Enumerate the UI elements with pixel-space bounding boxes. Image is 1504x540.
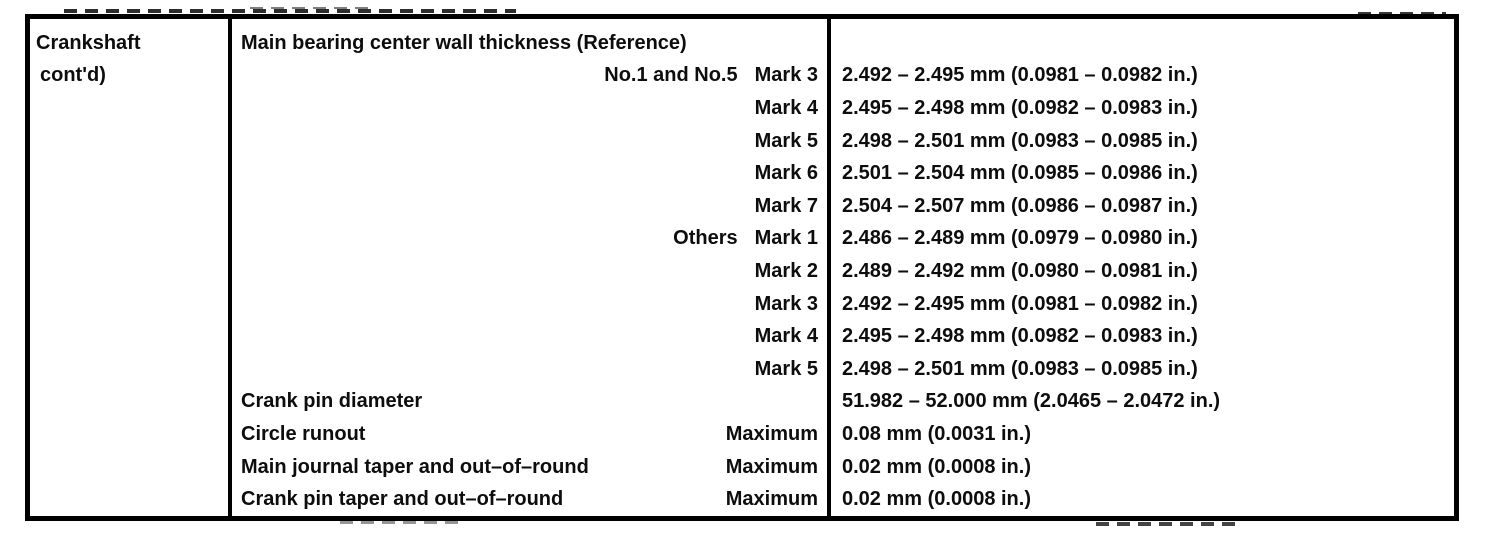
scan-artifact [1096,522,1242,526]
table-row: Main bearing center wall thickness (Refe… [232,27,827,60]
crankshaft-spec-table: Crankshaft cont'd) Main bearing center w… [25,14,1459,521]
value-cell [831,27,1454,60]
value-cell: 2.495 – 2.498 mm (0.0982 – 0.0983 in.) [842,325,1198,348]
value-cell: 0.08 mm (0.0031 in.) [842,422,1031,445]
item-column: Crankshaft cont'd) [30,19,228,516]
value-cell: 2.501 – 2.504 mm (0.0985 – 0.0986 in.) [842,162,1198,185]
value-cell: 51.982 – 52.000 mm (2.0465 – 2.0472 in.) [842,390,1221,413]
table-row: No.1 and No.5 Mark 3 [232,60,827,93]
item-title-line2: cont'd) [30,60,228,93]
table-row: Mark 5 [232,125,827,158]
spec-qualifier: Maximum [725,422,818,445]
spec-label: Crank pin taper and out–of–round [241,488,564,511]
spec-mark: Mark 4 [754,96,818,119]
value-cell: 0.02 mm (0.0008 in.) [842,455,1031,478]
table-row: Main journal taper and out–of–round Maxi… [232,451,827,484]
table-row: Circle runout Maximum [232,418,827,451]
table-row: Crank pin taper and out–of–round Maximum [232,483,827,516]
value-cell: 2.489 – 2.492 mm (0.0980 – 0.0981 in.) [842,259,1198,282]
value-cell: 2.486 – 2.489 mm (0.0979 – 0.0980 in.) [842,227,1198,250]
value-cell: 2.498 – 2.501 mm (0.0983 – 0.0985 in.) [842,129,1198,152]
spec-mark: Mark 5 [754,357,818,380]
value-cell: 2.495 – 2.498 mm (0.0982 – 0.0983 in.) [842,96,1198,119]
table-row: Crank pin diameter [232,386,827,419]
table-row: Mark 7 [232,190,827,223]
value-cell: 0.02 mm (0.0008 in.) [842,488,1031,511]
spec-group: No.1 and No.5 [604,64,738,87]
value-cell: 2.492 – 2.495 mm (0.0981 – 0.0982 in.) [842,64,1198,87]
item-title-contd: cont'd) [40,64,106,87]
table-row: Mark 3 [232,288,827,321]
value-column: 2.492 – 2.495 mm (0.0981 – 0.0982 in.) 2… [831,19,1454,516]
spec-mark: Mark 6 [754,162,818,185]
scan-artifact [64,9,516,13]
table-row: Mark 4 [232,320,827,353]
table-row: Mark 4 [232,92,827,125]
value-cell: 2.492 – 2.495 mm (0.0981 – 0.0982 in.) [842,292,1198,315]
value-cell: 2.498 – 2.501 mm (0.0983 – 0.0985 in.) [842,357,1198,380]
spec-label: Main bearing center wall thickness (Refe… [241,31,687,54]
spec-label: Circle runout [241,422,366,445]
spec-mark: Mark 1 [754,227,818,250]
spec-mark: Mark 3 [754,292,818,315]
spec-label: Crank pin diameter [241,390,423,413]
spec-mark: Mark 7 [754,194,818,217]
value-cell: 2.504 – 2.507 mm (0.0986 – 0.0987 in.) [842,194,1198,217]
table-row: Mark 6 [232,157,827,190]
table-row: Mark 2 [232,255,827,288]
table-row: Others Mark 1 [232,223,827,256]
spec-label: Main journal taper and out–of–round [241,455,589,478]
item-title-line1: Crankshaft [30,27,228,60]
spec-mark: Mark 4 [754,325,818,348]
spec-mark: Mark 5 [754,129,818,152]
spec-mark: Mark 2 [754,259,818,282]
spec-label-column: Main bearing center wall thickness (Refe… [232,19,827,516]
item-title: Crankshaft [36,31,141,54]
spec-group: Others [673,227,738,250]
column-divider [228,19,232,516]
scan-artifact [250,7,370,9]
column-divider [827,19,831,516]
spec-qualifier: Maximum [725,488,818,511]
scan-artifact [1358,12,1446,15]
spec-qualifier: Maximum [725,455,818,478]
scan-artifact [340,521,464,524]
spec-mark: Mark 3 [754,64,818,87]
table-row: Mark 5 [232,353,827,386]
